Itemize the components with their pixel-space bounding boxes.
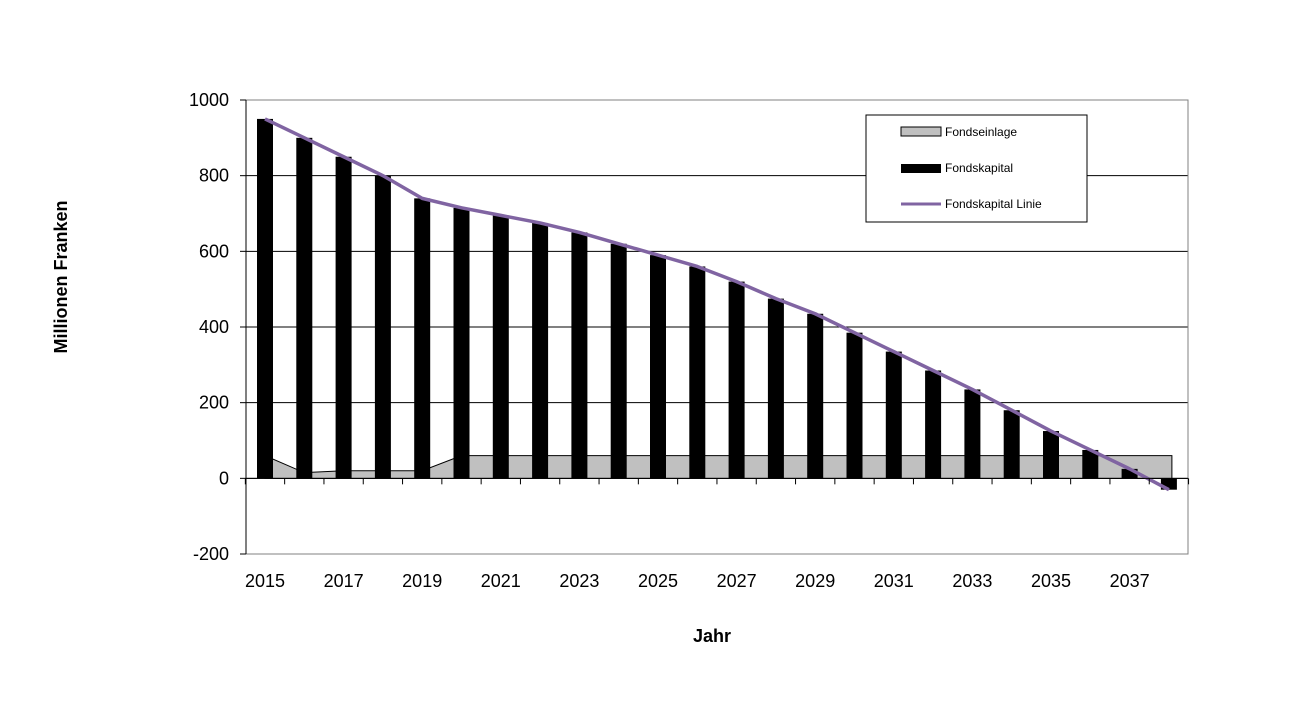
bar-fondskapital-2016 [296, 137, 313, 479]
y-tick-label-600: 600 [199, 241, 229, 261]
x-tick-label-2027: 2027 [717, 571, 757, 591]
x-tick-label-2021: 2021 [481, 571, 521, 591]
line-fondskapital-linie [264, 117, 1170, 492]
x-tick-label-2037: 2037 [1110, 571, 1150, 591]
y-tick-label-800: 800 [199, 166, 229, 186]
x-tick-label-2025: 2025 [638, 571, 678, 591]
x-tick-label-2017: 2017 [324, 571, 364, 591]
bar-fondskapital-2020 [453, 207, 470, 479]
x-tick-label-2023: 2023 [559, 571, 599, 591]
bar-fondskapital-2028 [767, 298, 784, 479]
legend: Fondseinlage Fondskapital Fondskapital L… [865, 114, 1088, 223]
bar-fondskapital-2019 [414, 198, 431, 479]
bar-fondskapital-2024 [610, 243, 627, 479]
y-tick-label-1000: 1000 [189, 90, 229, 110]
bar-fondskapital-2035 [1043, 431, 1059, 479]
x-tick-labels: 2015 2017 2019 2021 2023 2025 2027 2029 2031 2033… [245, 571, 1150, 591]
bar-fondskapital-2036 [1082, 449, 1099, 479]
x-tick-label-2035: 2035 [1031, 571, 1071, 591]
legend-swatch-fondskapital [901, 164, 941, 173]
y-tick-label--200: -200 [193, 544, 229, 564]
bar-fondskapital-2022 [532, 222, 549, 479]
y-tick-label-0: 0 [219, 468, 229, 488]
bar-fondskapital-2029 [807, 313, 824, 479]
x-axis-title: Jahr [693, 626, 731, 646]
bar-fondskapital-2037 [1121, 468, 1138, 479]
bar-fondskapital-2026 [689, 266, 706, 479]
bar-fondskapital-2017 [335, 156, 352, 479]
fondseinlage-area-layer [264, 454, 1173, 479]
bar-fondskapital-2033 [964, 389, 981, 479]
fondseinlage-area [264, 454, 1173, 479]
legend-label-fondskapital: Fondskapital [945, 161, 1013, 175]
x-tick-label-2015: 2015 [245, 571, 285, 591]
bar-fondskapital-2015 [257, 118, 273, 479]
bar-fondskapital-2032 [925, 370, 942, 479]
y-axis-title: Millionen Franken [51, 200, 71, 353]
bar-fondskapital-2018 [374, 175, 391, 479]
bar-fondskapital-2027 [728, 281, 745, 479]
legend-swatch-fondseinlage [900, 126, 942, 137]
axes [240, 99, 1190, 555]
x-tick-label-2019: 2019 [402, 571, 442, 591]
bar-fondskapital-2038 [1160, 478, 1177, 490]
fondskapital-line-layer [264, 117, 1170, 492]
bar-fondskapital-2021 [492, 215, 509, 479]
bar-fondskapital-2030 [846, 332, 863, 479]
y-tick-labels: 1000 800 600 400 200 0 -200 [189, 90, 229, 564]
x-tick-label-2029: 2029 [795, 571, 835, 591]
legend-label-fondseinlage: Fondseinlage [945, 125, 1017, 139]
y-tick-label-400: 400 [199, 317, 229, 337]
legend-label-fondskapital-linie: Fondskapital Linie [945, 197, 1042, 211]
bar-fondskapital-2031 [885, 351, 902, 479]
bar-fondskapital-2023 [571, 232, 588, 479]
x-tick-label-2031: 2031 [874, 571, 914, 591]
x-tick-label-2033: 2033 [952, 571, 992, 591]
y-tick-label-200: 200 [199, 393, 229, 413]
bar-fondskapital-2025 [650, 255, 666, 479]
fondskapital-bars [257, 118, 1177, 490]
bar-fondskapital-2034 [1003, 410, 1020, 479]
